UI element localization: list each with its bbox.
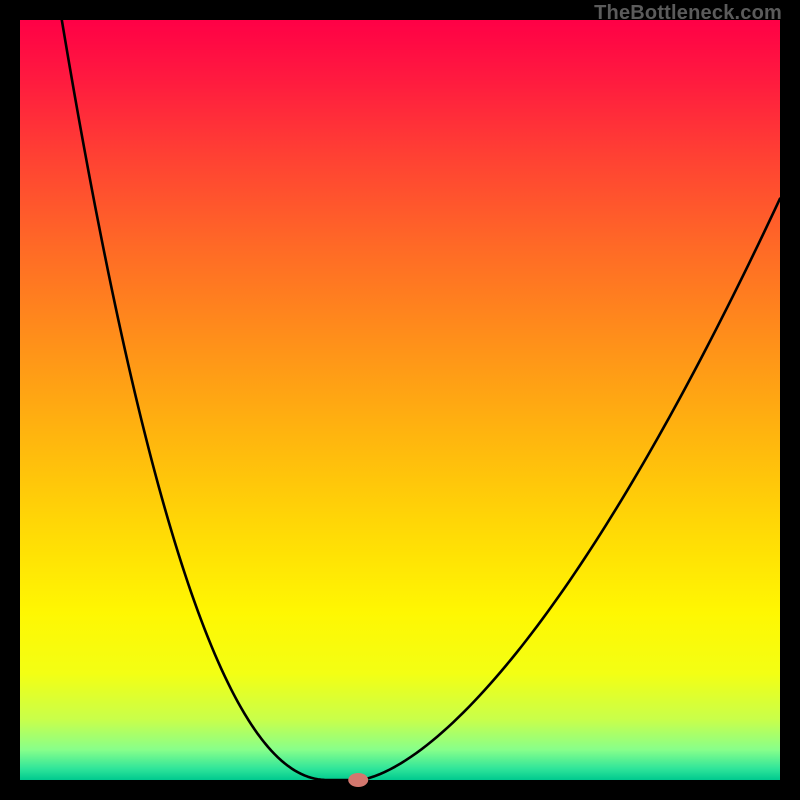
optimum-marker [348,773,368,787]
chart-svg [0,0,800,800]
plot-background [20,20,780,780]
stage: TheBottleneck.com [0,0,800,800]
watermark-text: TheBottleneck.com [594,2,782,25]
